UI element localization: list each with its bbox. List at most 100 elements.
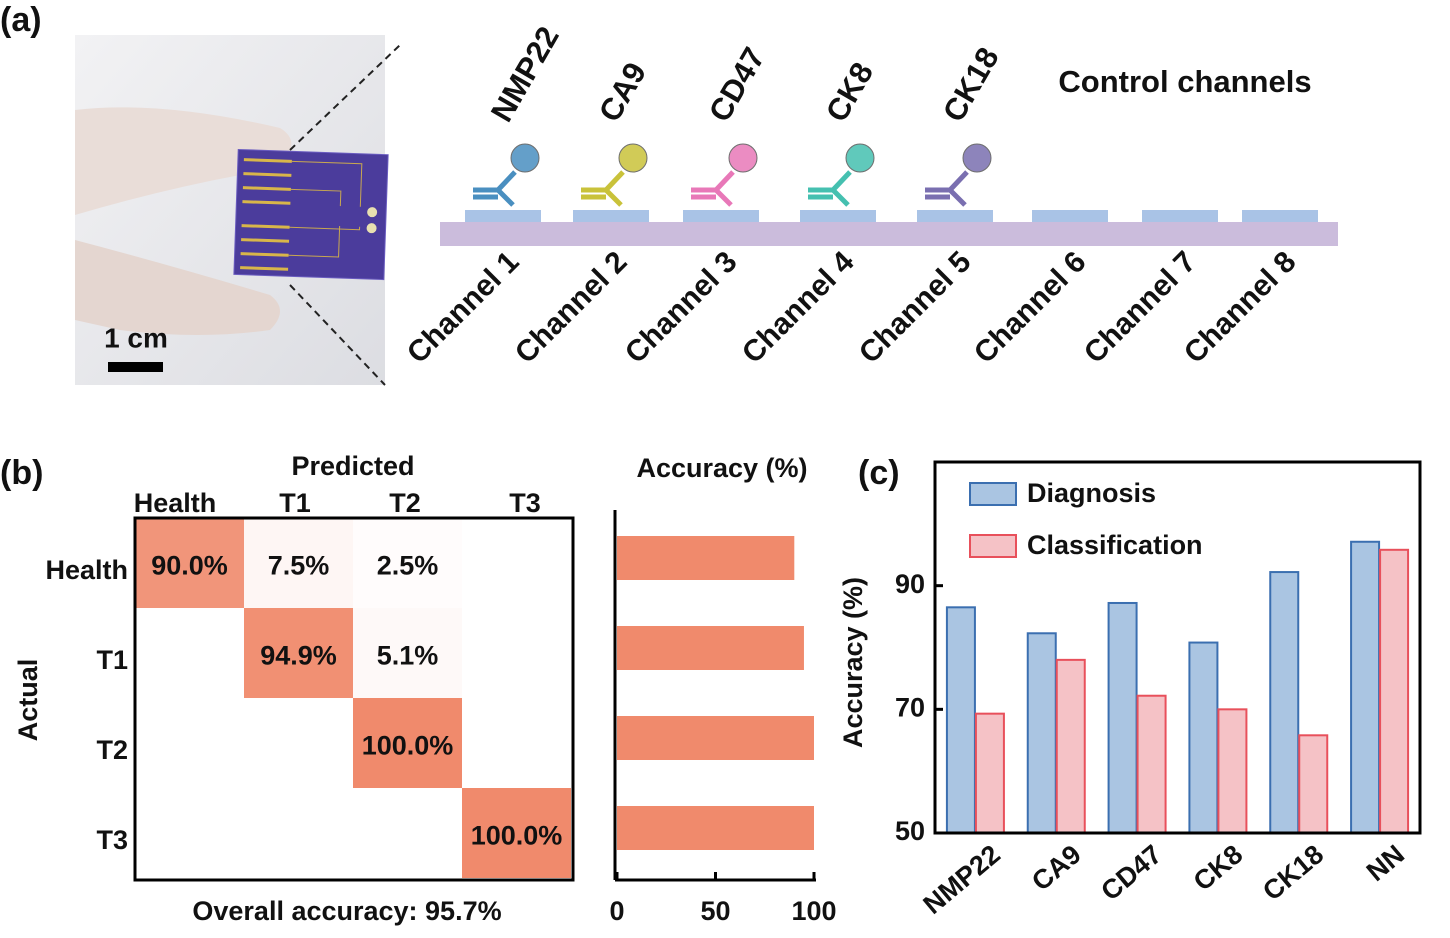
panel-label: (c) xyxy=(858,454,900,492)
antibody-arm xyxy=(808,170,852,207)
panel-label: (b) xyxy=(0,454,43,492)
bar-chart: 50 70 90 NMP22 CA9 CD47 CK8 CK18 NN Accuracy (%) D… xyxy=(838,460,1422,920)
legend-label: Classification xyxy=(1027,530,1203,560)
antigen xyxy=(618,143,648,173)
bar xyxy=(1350,540,1381,834)
antibody xyxy=(691,143,758,207)
heatmap-cell xyxy=(244,788,353,878)
electrode xyxy=(1032,210,1108,222)
bar xyxy=(1136,694,1167,834)
y-tick-label: 70 xyxy=(895,692,925,722)
heatmap-cell xyxy=(135,698,244,788)
accuracy-chart: 0 50 100 Accuracy (%) xyxy=(609,453,836,926)
bar xyxy=(617,536,795,580)
channel-label: Channel 4 xyxy=(736,245,861,370)
legend-swatch xyxy=(969,534,1017,558)
antibody xyxy=(808,143,875,207)
bar xyxy=(1188,641,1219,835)
channel-label: Channel 2 xyxy=(509,245,634,370)
heatmap-cell xyxy=(244,608,353,698)
biomarker-label: NMP22 xyxy=(484,21,566,128)
x-tick-label: CD47 xyxy=(1095,839,1167,906)
bar xyxy=(617,716,814,760)
electrode xyxy=(465,210,541,222)
electrode xyxy=(573,210,649,222)
channel-label: Channel 1 xyxy=(401,245,526,370)
cell-label: 5.1% xyxy=(377,641,439,671)
column-label: T3 xyxy=(509,488,541,518)
cell-label: 90.0% xyxy=(151,551,228,581)
antibody xyxy=(925,143,992,207)
x-tick-label: 50 xyxy=(700,896,730,926)
x-tick-label: CK18 xyxy=(1257,839,1329,906)
electrode xyxy=(1242,210,1318,222)
cell-label: 100.0% xyxy=(471,821,563,851)
heatmap-cell xyxy=(353,698,462,788)
channel-label: Channel 5 xyxy=(853,245,978,370)
legend-label: Diagnosis xyxy=(1027,478,1156,508)
heatmap-cell xyxy=(462,518,571,608)
confusion-matrix: 90.0% 7.5% 2.5% 94.9% 5.1% 100.0% 100.0% Health… xyxy=(13,451,575,926)
bar xyxy=(617,626,804,670)
column-label: T2 xyxy=(389,488,421,518)
zoom-line xyxy=(289,44,401,151)
bar xyxy=(974,712,1005,835)
plot-frame xyxy=(933,460,1422,835)
heatmap-cell xyxy=(353,608,462,698)
legend-swatch xyxy=(969,482,1017,506)
bar xyxy=(945,606,976,835)
x-tick-label: 0 xyxy=(609,896,624,926)
antigen xyxy=(510,143,540,173)
antibody xyxy=(581,143,648,207)
bar xyxy=(1298,734,1329,835)
biomarker-label: CK8 xyxy=(819,56,880,127)
electrode xyxy=(683,210,759,222)
y-axis-title: Actual xyxy=(13,659,43,742)
antigen xyxy=(962,143,992,173)
antigen xyxy=(845,143,875,173)
electrode xyxy=(1142,210,1218,222)
electrode xyxy=(800,210,876,222)
y-axis-title: Accuracy (%) xyxy=(838,577,868,748)
cell-label: 7.5% xyxy=(268,551,330,581)
heatmap-cell xyxy=(462,788,571,878)
x-tick-label: NN xyxy=(1361,839,1410,887)
antibody-arm xyxy=(925,170,969,207)
heatmap-cell xyxy=(462,608,571,698)
row-label: T3 xyxy=(96,825,128,855)
biomarker-label: CA9 xyxy=(592,56,653,127)
cell-label: 2.5% xyxy=(377,551,439,581)
photo xyxy=(75,35,389,385)
antibody-arm xyxy=(691,170,735,207)
row-label: T2 xyxy=(96,735,128,765)
x-tick-label: 100 xyxy=(791,896,836,926)
scale-bar-label: 1 cm xyxy=(104,322,168,353)
bar xyxy=(1107,601,1138,834)
control-label: Control channels xyxy=(1058,64,1311,99)
cell-label: 100.0% xyxy=(362,731,454,761)
biomarker-label: CK18 xyxy=(936,41,1006,127)
panel-label: (a) xyxy=(0,1,42,39)
x-axis-title: Predicted xyxy=(291,451,414,481)
heatmap-cell xyxy=(244,698,353,788)
bar xyxy=(1026,632,1057,834)
biomarker-label: CD47 xyxy=(702,41,772,127)
chart-title: Accuracy (%) xyxy=(636,453,807,483)
heatmap-cell xyxy=(353,788,462,878)
antigen xyxy=(728,143,758,173)
bar xyxy=(617,806,814,850)
antibody-arm xyxy=(581,170,625,207)
annotation: Overall accuracy: 95.7% xyxy=(192,896,501,926)
bar xyxy=(1055,658,1086,834)
heatmap-cell xyxy=(135,788,244,878)
y-tick-label: 90 xyxy=(895,569,925,599)
row-label: Health xyxy=(45,555,128,585)
electrode xyxy=(917,210,993,222)
substrate xyxy=(440,222,1338,246)
row-label: T1 xyxy=(96,645,128,675)
channel-label: Channel 6 xyxy=(968,245,1093,370)
channel-label: Channel 3 xyxy=(619,245,744,370)
x-tick-label: NMP22 xyxy=(918,839,1006,920)
column-label: Health xyxy=(134,488,217,518)
